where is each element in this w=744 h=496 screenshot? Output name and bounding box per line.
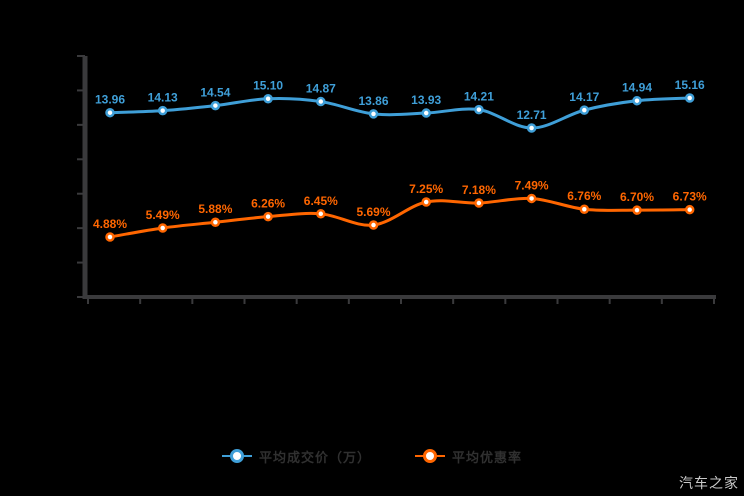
data-label-s0-4: 14.87 <box>306 82 336 96</box>
data-label-s1-11: 6.73% <box>673 190 707 204</box>
data-label-s0-6: 13.93 <box>411 93 441 107</box>
legend-label-avg-discount: 平均优惠率 <box>452 449 523 465</box>
legend-label-avg-price: 平均成交价（万） <box>258 449 371 465</box>
data-point-s0-7 <box>474 104 484 115</box>
series-line-0 <box>109 96 690 130</box>
data-point-s0-5 <box>368 109 379 119</box>
data-point-s0-3 <box>263 93 273 104</box>
data-point-s1-2 <box>210 217 221 227</box>
data-label-s1-5: 5.69% <box>356 205 390 219</box>
data-point-s0-11 <box>684 93 695 103</box>
data-label-s0-9: 14.17 <box>569 90 599 104</box>
chart-legend: 平均成交价（万） 平均优惠率 <box>0 444 744 468</box>
data-label-s0-2: 14.54 <box>200 86 230 100</box>
data-point-s1-6 <box>421 197 431 207</box>
data-point-s1-4 <box>316 209 326 219</box>
data-label-s1-9: 6.76% <box>567 189 601 203</box>
data-label-s1-7: 7.18% <box>462 183 496 197</box>
legend-marker-orange-icon <box>415 449 445 463</box>
data-label-s0-10: 14.94 <box>622 81 652 95</box>
data-label-s1-1: 5.49% <box>146 208 180 222</box>
data-point-s0-6 <box>421 108 431 118</box>
data-point-s1-8 <box>526 193 537 204</box>
data-point-s0-9 <box>579 105 590 115</box>
data-point-s1-3 <box>263 211 273 222</box>
data-label-s0-3: 15.10 <box>253 79 283 93</box>
data-point-s1-1 <box>157 223 168 233</box>
data-point-s0-8 <box>526 123 537 133</box>
data-label-s1-6: 7.25% <box>409 182 443 196</box>
legend-item-avg-discount[interactable]: 平均优惠率 <box>415 447 522 466</box>
data-point-s1-0 <box>105 232 115 242</box>
legend-marker-blue-icon <box>221 449 252 463</box>
data-label-s0-1: 14.13 <box>148 91 178 105</box>
data-point-s1-11 <box>684 204 695 215</box>
data-point-s0-10 <box>632 95 642 106</box>
data-point-s0-2 <box>210 100 221 111</box>
data-label-s0-0: 13.96 <box>95 93 125 107</box>
data-point-s0-0 <box>105 107 115 118</box>
data-label-s1-4: 6.45% <box>304 194 338 208</box>
data-label-s1-8: 7.49% <box>515 178 549 192</box>
data-label-s1-3: 6.26% <box>251 197 285 211</box>
data-point-s1-9 <box>579 204 590 214</box>
data-point-s1-10 <box>632 205 642 215</box>
watermark-autohome: 汽车之家 <box>679 475 739 491</box>
data-label-s1-0: 4.88% <box>93 217 127 231</box>
data-label-s1-10: 6.70% <box>620 190 654 204</box>
data-point-s0-4 <box>316 96 326 107</box>
data-label-s1-2: 5.88% <box>198 202 232 216</box>
data-point-s1-7 <box>474 198 484 208</box>
series-line-1 <box>109 196 690 239</box>
data-label-s0-5: 13.86 <box>358 94 388 108</box>
data-label-s0-8: 12.71 <box>517 108 547 122</box>
data-point-s1-5 <box>368 220 379 230</box>
data-point-s0-1 <box>157 105 168 116</box>
legend-item-avg-price[interactable]: 平均成交价（万） <box>221 447 371 466</box>
data-label-s0-11: 15.16 <box>675 78 705 92</box>
data-label-s0-7: 14.21 <box>464 90 494 104</box>
